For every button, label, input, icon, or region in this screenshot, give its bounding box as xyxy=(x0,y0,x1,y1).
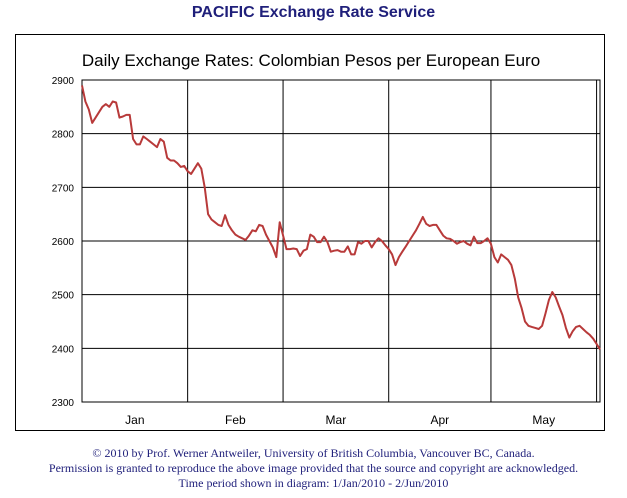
y-tick-label: 2300 xyxy=(52,398,75,409)
y-tick-label: 2800 xyxy=(52,130,75,141)
copyright-line: © 2010 by Prof. Werner Antweiler, Univer… xyxy=(92,446,535,460)
permission-line: Permission is granted to reproduce the a… xyxy=(48,461,579,475)
x-tick-label-feb: Feb xyxy=(225,413,246,427)
y-tick-label: 2900 xyxy=(52,76,75,87)
time-period-line: Time period shown in diagram: 1/Jan/2010… xyxy=(178,476,449,490)
y-tick-label: 2400 xyxy=(52,344,75,355)
x-tick-label-mar: Mar xyxy=(326,413,347,427)
x-tick-label-apr: Apr xyxy=(430,413,449,427)
y-tick-label: 2600 xyxy=(52,237,75,248)
series-layer xyxy=(81,85,601,350)
x-tick-label-may: May xyxy=(532,413,555,427)
x-tick-labels: Jan Feb Mar Apr May xyxy=(125,413,555,427)
y-tick-labels: 2900 2800 2700 2600 2500 2400 2300 xyxy=(52,76,75,409)
series-line xyxy=(81,85,601,350)
chart-title: Daily Exchange Rates: Colombian Pesos pe… xyxy=(82,51,540,70)
page-title: PACIFIC Exchange Rate Service xyxy=(191,4,436,21)
y-tick-label: 2500 xyxy=(52,291,75,302)
x-tick-label-jan: Jan xyxy=(125,413,144,427)
y-tick-label: 2700 xyxy=(52,183,75,194)
grid-layer xyxy=(82,79,600,403)
footer: © 2010 by Prof. Werner Antweiler, Univer… xyxy=(0,446,627,491)
